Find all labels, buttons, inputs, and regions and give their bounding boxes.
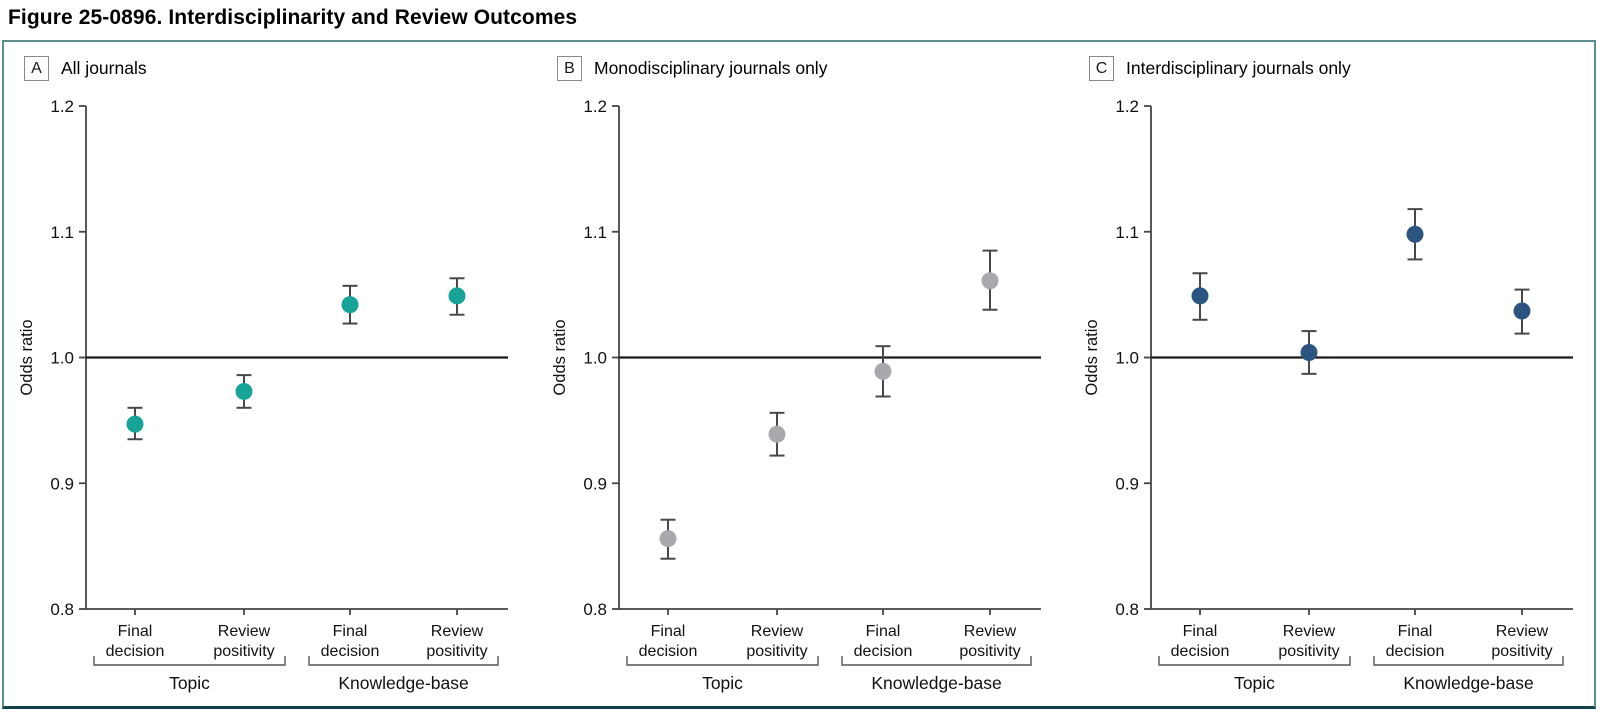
y-tick-label: 1.1 (50, 223, 74, 242)
x-tick-label-line2: positivity (746, 643, 807, 660)
data-point (659, 530, 677, 548)
x-tick-label-line1: Final (651, 623, 686, 640)
x-tick-label-line1: Review (751, 623, 804, 640)
panel-a-letter-badge: A (24, 56, 49, 81)
x-tick-label-line2: decision (321, 643, 380, 660)
panel-b-chart: 0.8 0.9 1.0 1.1 1.2 Odds ratio Final decision Re… (551, 97, 1041, 693)
group-label: Topic (1234, 673, 1275, 693)
y-tick-label: 1.1 (1115, 223, 1139, 242)
data-point (1513, 302, 1531, 320)
y-tick-label: 0.9 (583, 474, 607, 493)
x-tick-label-line2: positivity (213, 643, 274, 660)
panel-a-chart: 0.8 0.9 1.0 1.1 1.2 Odds ratio Final decision Re… (18, 97, 508, 693)
data-point (1406, 225, 1424, 243)
panel-monodisciplinary: B Monodisciplinary journals only 0.8 0.9 1… (549, 42, 1074, 702)
figure-box: A All journals 0.8 0.9 1.0 1.1 1.2 Odds ratio… (2, 40, 1596, 709)
group-bracket (308, 656, 499, 666)
group-label: Knowledge-base (1403, 673, 1533, 693)
y-tick-label: 1.1 (583, 223, 607, 242)
y-tick-label: 1.0 (1115, 349, 1139, 368)
x-tick-label-line2: positivity (959, 643, 1020, 660)
data-point (981, 272, 999, 290)
panel-b-title: Monodisciplinary journals only (594, 58, 828, 78)
data-point (1191, 287, 1209, 305)
y-tick-label: 1.0 (50, 349, 74, 368)
panel-c-letter-badge: C (1089, 56, 1114, 81)
x-tick-label-line2: decision (639, 643, 698, 660)
x-tick-label-line1: Final (333, 623, 368, 640)
x-tick-label-line2: decision (1386, 643, 1445, 660)
y-tick-label: 0.8 (583, 600, 607, 619)
y-tick-label: 1.2 (583, 97, 607, 116)
group-bracket (1373, 656, 1564, 666)
panel-a-header: A All journals (24, 56, 147, 81)
y-tick-label: 0.8 (50, 600, 74, 619)
x-tick-label-line2: decision (1171, 643, 1230, 660)
y-tick-label: 1.2 (1115, 97, 1139, 116)
y-tick-label: 0.8 (1115, 600, 1139, 619)
data-point (768, 425, 786, 443)
group-bracket (841, 656, 1032, 666)
y-axis-title: Odds ratio (18, 319, 36, 395)
x-tick-label-line2: positivity (1278, 643, 1339, 660)
panel-a-title: All journals (61, 58, 147, 78)
x-tick-label-line1: Final (866, 623, 901, 640)
panel-c-header: C Interdisciplinary journals only (1089, 56, 1351, 81)
panel-b-header: B Monodisciplinary journals only (557, 56, 827, 81)
x-tick-label-line1: Final (118, 623, 153, 640)
x-tick-label-line1: Review (1496, 623, 1549, 640)
panel-interdisciplinary: C Interdisciplinary journals only 0.8 0.9… (1081, 42, 1600, 702)
figure-title: Figure 25-0896. Interdisciplinarity and … (8, 6, 578, 29)
x-tick-label-line2: decision (106, 643, 165, 660)
y-tick-label: 0.9 (50, 474, 74, 493)
x-tick-label-line2: positivity (426, 643, 487, 660)
y-axis-title: Odds ratio (1083, 319, 1101, 395)
data-point (126, 415, 144, 433)
x-tick-label-line1: Final (1183, 623, 1218, 640)
x-tick-label-line2: positivity (1491, 643, 1552, 660)
data-point (235, 382, 253, 400)
x-tick-label-line1: Review (431, 623, 484, 640)
group-label: Knowledge-base (338, 673, 468, 693)
panel-all-journals: A All journals 0.8 0.9 1.0 1.1 1.2 Odds ratio… (16, 42, 541, 702)
x-tick-label-line1: Review (218, 623, 271, 640)
group-label: Knowledge-base (871, 673, 1001, 693)
y-tick-label: 0.9 (1115, 474, 1139, 493)
y-tick-label: 1.2 (50, 97, 74, 116)
data-point (341, 296, 359, 314)
x-tick-label-line1: Review (1283, 623, 1336, 640)
group-bracket (626, 656, 819, 666)
x-tick-label-line1: Review (964, 623, 1017, 640)
group-label: Topic (169, 673, 210, 693)
panel-c-title: Interdisciplinary journals only (1126, 58, 1351, 78)
panel-b-letter-badge: B (557, 56, 582, 81)
data-point (448, 287, 466, 305)
y-axis-title: Odds ratio (551, 319, 569, 395)
x-tick-label-line1: Final (1398, 623, 1433, 640)
group-bracket (1158, 656, 1351, 666)
data-point (1300, 343, 1318, 361)
data-point (874, 362, 892, 380)
y-tick-label: 1.0 (583, 349, 607, 368)
group-label: Topic (702, 673, 743, 693)
x-tick-label-line2: decision (854, 643, 913, 660)
panel-c-chart: 0.8 0.9 1.0 1.1 1.2 Odds ratio Final decision Re… (1083, 97, 1573, 693)
group-bracket (93, 656, 286, 666)
